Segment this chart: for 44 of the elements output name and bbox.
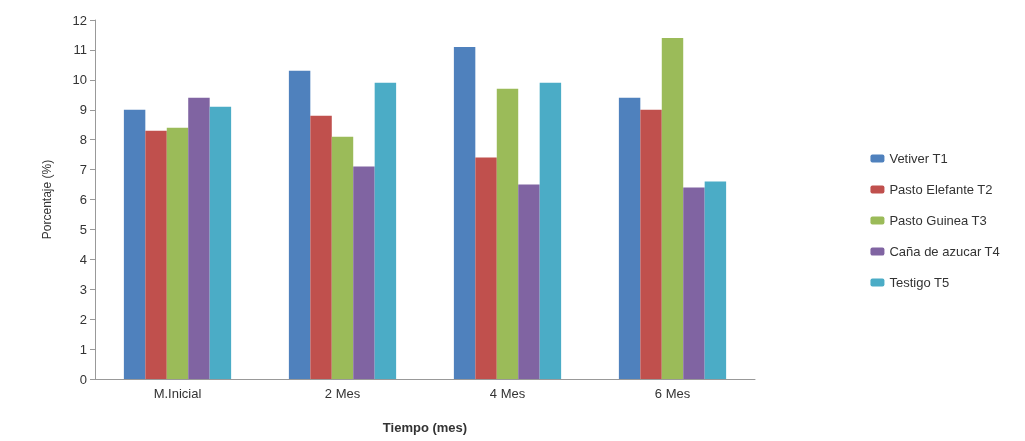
x-axis-title: Tiempo (mes) bbox=[382, 420, 468, 435]
bar bbox=[145, 130, 167, 379]
bar bbox=[123, 109, 146, 379]
y-axis-title: Porcentaje (%) bbox=[40, 159, 54, 240]
y-tick-label: 5 bbox=[79, 221, 87, 237]
bar bbox=[166, 127, 189, 379]
y-tick-label: 1 bbox=[79, 341, 87, 357]
legend-label: Pasto Elefante T2 bbox=[889, 182, 993, 197]
bar bbox=[518, 184, 540, 379]
bar bbox=[288, 70, 311, 379]
bar bbox=[618, 97, 641, 379]
legend-label: Testigo T5 bbox=[889, 275, 950, 290]
legend-label: Vetiver T1 bbox=[889, 151, 948, 166]
legend-label: Caña de azucar T4 bbox=[889, 244, 1000, 259]
bar bbox=[496, 88, 519, 379]
y-tick-label: 6 bbox=[79, 192, 87, 207]
legend-label: Pasto Guinea T3 bbox=[889, 213, 987, 228]
y-tick-label: 2 bbox=[79, 311, 87, 327]
x-tick-label: M.Inicial bbox=[153, 386, 202, 401]
bar bbox=[661, 37, 684, 379]
bar bbox=[640, 109, 662, 379]
bar bbox=[374, 82, 397, 379]
bar bbox=[704, 181, 727, 379]
y-tick-label: 9 bbox=[79, 102, 87, 118]
y-tick-label: 11 bbox=[73, 42, 87, 58]
y-tick-label: 3 bbox=[79, 281, 87, 297]
y-tick-label: 0 bbox=[79, 371, 87, 387]
y-tick-label: 10 bbox=[72, 72, 87, 88]
bar bbox=[331, 136, 354, 379]
y-tick-label: 7 bbox=[79, 162, 87, 178]
y-tick-label: 8 bbox=[79, 132, 87, 148]
y-tick-label: 12 bbox=[72, 12, 87, 28]
bar bbox=[475, 157, 497, 379]
bar bbox=[310, 115, 332, 379]
bar bbox=[209, 106, 232, 379]
y-tick-label: 4 bbox=[79, 251, 87, 267]
bar bbox=[683, 187, 705, 379]
bar bbox=[353, 166, 375, 379]
x-tick-label: 6 Mes bbox=[654, 386, 691, 401]
x-tick-label: 4 Mes bbox=[489, 386, 526, 401]
bar bbox=[539, 82, 562, 379]
bar bbox=[188, 97, 210, 379]
bar bbox=[453, 46, 476, 379]
x-tick-label: 2 Mes bbox=[324, 386, 361, 401]
